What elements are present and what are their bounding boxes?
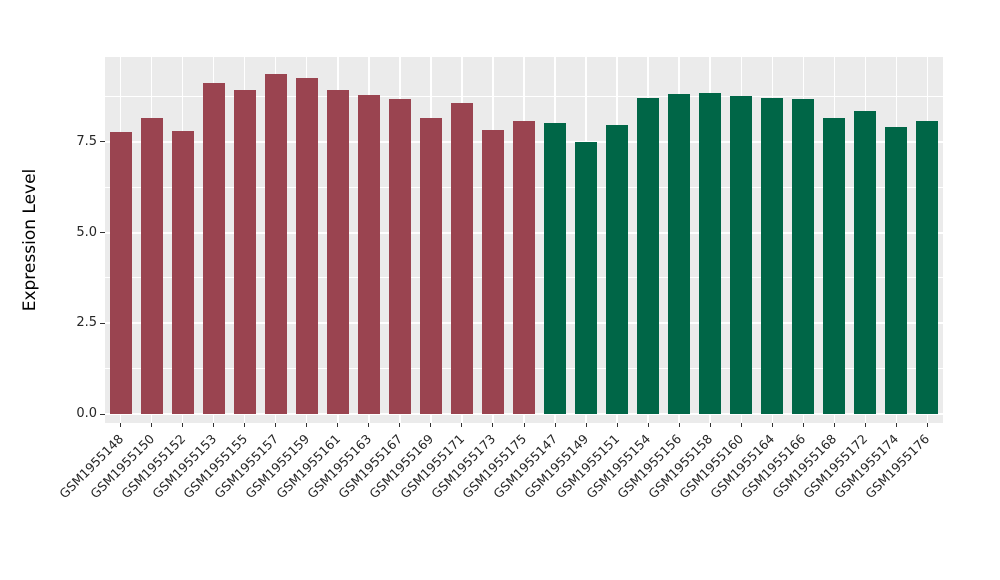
bar	[916, 120, 939, 414]
bar	[326, 90, 349, 414]
x-tick-mark	[523, 423, 525, 427]
x-tick-mark	[337, 423, 339, 427]
x-tick-mark	[368, 423, 370, 427]
bar	[419, 117, 442, 414]
bar	[606, 124, 629, 414]
bar	[295, 77, 318, 414]
x-tick-mark	[647, 423, 649, 427]
bar	[637, 97, 660, 414]
x-tick-mark	[833, 423, 835, 427]
x-tick-mark	[492, 423, 494, 427]
y-tick-label: 0.0	[76, 406, 97, 421]
bar	[202, 82, 225, 414]
bar	[854, 111, 877, 414]
bar	[544, 123, 567, 414]
x-tick-mark	[554, 423, 556, 427]
y-tick-label: 7.5	[76, 133, 97, 149]
bar	[450, 103, 473, 414]
x-tick-mark	[678, 423, 680, 427]
x-tick-mark	[585, 423, 587, 427]
bar	[357, 94, 380, 414]
bar	[109, 132, 132, 414]
x-tick-mark	[616, 423, 618, 427]
bar	[264, 73, 287, 414]
x-tick-mark	[120, 423, 122, 427]
y-tick-mark	[100, 141, 105, 143]
x-tick-mark	[771, 423, 773, 427]
x-tick-mark	[740, 423, 742, 427]
x-tick-mark	[802, 423, 804, 427]
plot-panel	[105, 57, 943, 423]
y-tick-label: 5.0	[76, 224, 97, 240]
bar	[823, 117, 846, 414]
x-tick-mark	[275, 423, 277, 427]
x-tick-mark	[306, 423, 308, 427]
x-tick-mark	[213, 423, 215, 427]
x-tick-mark	[864, 423, 866, 427]
bar	[140, 118, 163, 414]
bar	[792, 98, 815, 414]
bar	[730, 95, 753, 414]
x-tick-mark	[399, 423, 401, 427]
x-tick-mark	[709, 423, 711, 427]
bar	[233, 89, 256, 414]
bar	[668, 94, 691, 414]
x-tick-mark	[244, 423, 246, 427]
bar	[388, 99, 411, 414]
y-tick-mark	[100, 413, 105, 415]
x-tick-mark	[430, 423, 432, 427]
y-tick-mark	[100, 232, 105, 234]
x-tick-mark	[461, 423, 463, 427]
x-tick-mark	[895, 423, 897, 427]
bar	[481, 130, 504, 414]
bar	[761, 98, 784, 414]
y-tick-mark	[100, 322, 105, 324]
y-tick-label: 2.5	[76, 315, 97, 331]
bar	[171, 131, 194, 414]
bar	[575, 141, 598, 414]
bar	[513, 120, 535, 414]
x-tick-mark	[182, 423, 184, 427]
x-tick-mark	[926, 423, 928, 427]
bar	[699, 92, 722, 414]
bar	[885, 127, 908, 414]
x-tick-mark	[151, 423, 153, 427]
